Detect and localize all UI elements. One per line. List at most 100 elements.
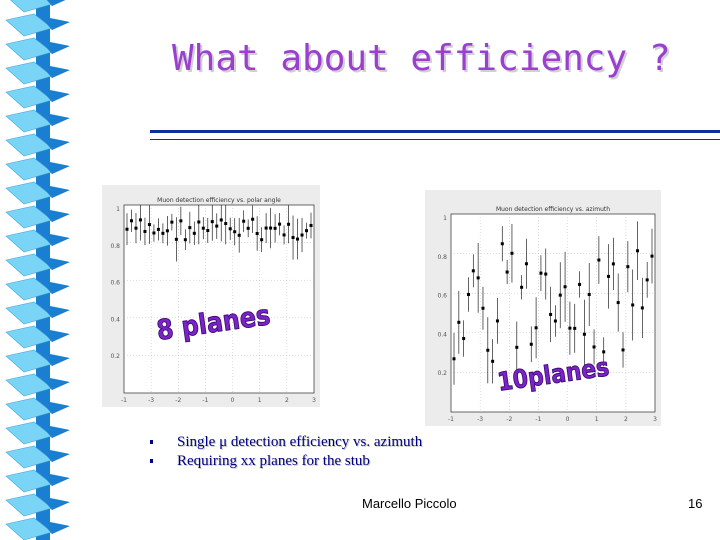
ribbon-wedge-dark (40, 352, 70, 366)
data-point (553, 319, 557, 323)
y-tick-label: 0.2 (437, 370, 447, 377)
data-point (636, 249, 640, 253)
data-point (219, 218, 223, 222)
data-point (471, 269, 475, 273)
data-point (228, 227, 232, 231)
ribbon-wedge-dark (40, 256, 70, 270)
x-tick-label: -3 (148, 397, 154, 404)
x-tick-label: 2 (624, 416, 628, 423)
data-point (251, 217, 255, 221)
data-point (645, 278, 649, 282)
data-point (138, 218, 142, 222)
data-point (174, 237, 178, 241)
data-point (278, 222, 282, 226)
data-point (486, 348, 490, 352)
x-tick-label: -2 (175, 397, 181, 404)
slide-title: What about efficiency ? (172, 38, 671, 79)
data-point (242, 219, 246, 223)
slide-number: 16 (688, 496, 703, 511)
data-point (287, 222, 291, 226)
data-point (481, 306, 485, 310)
y-tick-label: 1 (443, 215, 447, 222)
data-point (607, 274, 611, 278)
ribbon-wedge-dark (40, 472, 70, 486)
data-point (500, 242, 504, 246)
y-tick-label: 0.6 (110, 280, 120, 287)
data-point (515, 345, 519, 349)
plot-frame (123, 204, 315, 394)
data-point (260, 238, 264, 242)
data-point (305, 229, 309, 233)
data-point (237, 233, 241, 237)
x-tick-label: -1 (535, 416, 541, 423)
data-point (224, 222, 228, 226)
data-point (147, 223, 151, 227)
x-tick-label: 1 (258, 397, 262, 404)
x-tick-label: 3 (312, 397, 316, 404)
y-tick-label: 0.2 (110, 353, 120, 360)
data-point (529, 342, 533, 346)
ribbon-wedge-dark (40, 280, 70, 294)
bullet-marker (150, 440, 153, 444)
data-point (233, 230, 237, 234)
decorative-ribbon (5, 0, 70, 540)
ribbon-wedge-dark (40, 328, 70, 342)
data-point (129, 219, 133, 223)
data-point (264, 226, 268, 230)
x-tick-label: -3 (477, 416, 483, 423)
data-point (544, 272, 548, 276)
data-point (143, 229, 147, 233)
data-point (510, 251, 514, 255)
data-point (505, 270, 509, 274)
data-point (282, 233, 286, 237)
data-point (296, 237, 300, 241)
ribbon-wedge-dark (46, 0, 66, 6)
plot-title: Muon detection efficiency vs. azimuth (496, 206, 610, 213)
data-point (246, 226, 250, 230)
bullet-text: Single μ detection efficiency vs. azimut… (177, 434, 423, 450)
y-tick-label: 0.8 (110, 243, 120, 250)
ribbon-wedge-dark (40, 40, 70, 54)
data-point (269, 226, 273, 230)
footer-author: Marcello Piccolo (362, 496, 457, 511)
data-point (573, 326, 577, 330)
data-point (134, 226, 138, 230)
data-point (621, 348, 625, 352)
data-point (309, 223, 313, 227)
data-point (626, 265, 630, 269)
data-point (592, 345, 596, 349)
data-point (616, 301, 620, 305)
data-point (255, 232, 259, 236)
ribbon-wedge-dark (40, 304, 70, 318)
data-point (495, 319, 499, 323)
data-point (582, 332, 586, 336)
data-point (457, 320, 461, 324)
data-point (125, 227, 129, 231)
data-point (539, 271, 543, 275)
ribbon-wedge-dark (40, 424, 70, 438)
data-point (611, 262, 615, 266)
data-point (466, 292, 470, 296)
x-tick-label: -1 (448, 416, 454, 423)
title-rule-thin (150, 139, 720, 140)
efficiency-plot-10-planes: Muon detection efficiency vs. azimuth 1 0.… (425, 190, 661, 426)
y-tick-label: 0.6 (437, 293, 447, 300)
data-point (273, 226, 277, 230)
ribbon-wedge-dark (40, 184, 70, 198)
x-tick-label: -2 (506, 416, 512, 423)
x-tick-label: 2 (285, 397, 289, 404)
bullet-marker (150, 459, 153, 463)
data-point (520, 285, 524, 289)
data-point (650, 254, 654, 258)
ribbon-wedge-dark (40, 520, 70, 534)
ribbon-wedge-dark (40, 88, 70, 102)
ribbon-wedge-dark (40, 208, 70, 222)
x-tick-label: 0 (566, 416, 570, 423)
plot-frame (450, 213, 656, 413)
data-point (491, 359, 495, 363)
data-point (558, 293, 562, 297)
y-tick-label: 1 (116, 206, 120, 213)
data-point (578, 282, 582, 286)
data-point (206, 229, 210, 233)
data-point (183, 238, 187, 242)
